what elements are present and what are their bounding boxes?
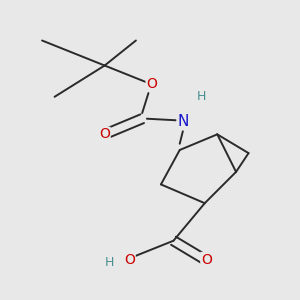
Text: H: H: [105, 256, 114, 269]
Text: O: O: [146, 77, 157, 91]
Text: O: O: [201, 253, 212, 266]
Text: N: N: [177, 114, 188, 129]
Text: O: O: [124, 253, 135, 266]
Text: H: H: [197, 90, 206, 103]
Text: O: O: [99, 128, 110, 141]
